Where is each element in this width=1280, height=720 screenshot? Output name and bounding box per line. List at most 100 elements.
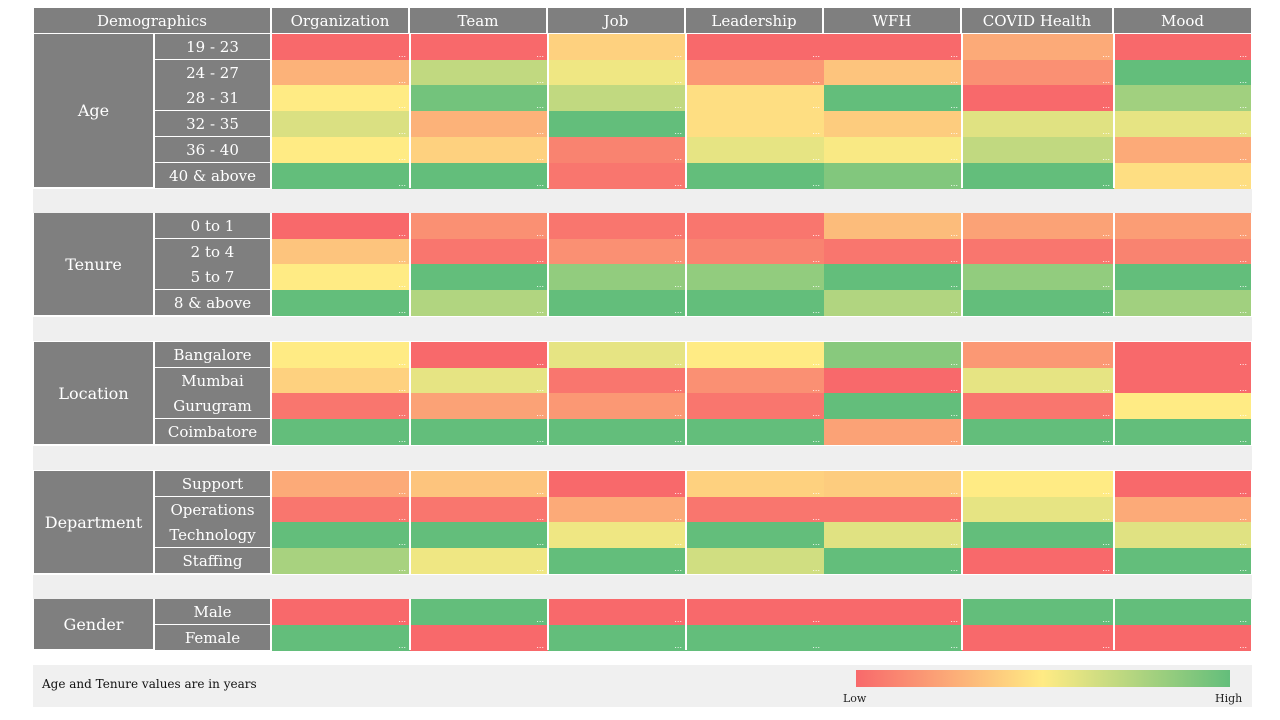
heatmap-cell: ... (410, 471, 548, 497)
group-label: Gender (34, 599, 153, 649)
heatmap-cell: ... (272, 264, 410, 290)
cell-marker: ... (536, 306, 544, 315)
heatmap-cell: ... (824, 60, 962, 86)
heatmap-cell: ... (410, 239, 548, 265)
row-label: Gurugram (155, 393, 270, 418)
cell-marker: ... (812, 513, 820, 522)
heatmap-cell: ... (962, 471, 1114, 497)
column-divider (685, 599, 687, 650)
heatmap-cell: ... (548, 419, 686, 445)
heatmap-cell: ... (962, 548, 1114, 574)
heatmap-cell: ... (962, 497, 1114, 523)
heatmap-cell: ... (962, 137, 1114, 163)
cell-marker: ... (950, 280, 958, 289)
cell-marker: ... (1102, 127, 1110, 136)
cell-marker: ... (1239, 280, 1247, 289)
column-header: Organization (272, 8, 408, 33)
heatmap-cell: ... (410, 60, 548, 86)
cell-marker: ... (1102, 153, 1110, 162)
cell-marker: ... (1102, 641, 1110, 650)
column-divider (547, 471, 549, 574)
cell-marker: ... (1239, 435, 1247, 444)
heatmap-cell: ... (824, 625, 962, 651)
column-divider (961, 342, 963, 445)
legend-high-label: High (1215, 692, 1243, 705)
heatmap-cell: ... (410, 368, 548, 394)
cell-marker: ... (674, 538, 682, 547)
heatmap-cell: ... (272, 213, 410, 239)
heatmap-cell: ... (962, 34, 1114, 60)
heatmap-cell: ... (686, 599, 824, 625)
heatmap-cell: ... (272, 522, 410, 548)
column-divider (961, 599, 963, 650)
cell-marker: ... (1102, 358, 1110, 367)
heatmap-cell: ... (686, 137, 824, 163)
heatmap-cell: ... (686, 393, 824, 419)
heatmap-cell: ... (1114, 85, 1251, 111)
column-divider (1113, 342, 1115, 445)
cell-marker: ... (536, 255, 544, 264)
heatmap-cell: ... (1114, 522, 1251, 548)
heatmap-cell: ... (1114, 497, 1251, 523)
cell-marker: ... (950, 409, 958, 418)
cell-marker: ... (1239, 127, 1247, 136)
group-label: Tenure (34, 213, 153, 315)
column-divider (547, 599, 549, 650)
heatmap-cell: ... (686, 264, 824, 290)
heatmap-cell: ... (824, 111, 962, 137)
heatmap-cell: ... (1114, 137, 1251, 163)
cell-marker: ... (812, 358, 820, 367)
heatmap-cell: ... (548, 599, 686, 625)
cell-marker: ... (1239, 564, 1247, 573)
cell-marker: ... (398, 538, 406, 547)
heatmap-cell: ... (548, 60, 686, 86)
cell-marker: ... (536, 358, 544, 367)
cell-marker: ... (1239, 76, 1247, 85)
heatmap-cell: ... (272, 60, 410, 86)
cell-marker: ... (950, 641, 958, 650)
heatmap-cell: ... (824, 368, 962, 394)
cell-marker: ... (812, 409, 820, 418)
cell-marker: ... (398, 229, 406, 238)
row-label: 0 to 1 (155, 213, 270, 238)
cell-marker: ... (398, 127, 406, 136)
heatmap-cell: ... (962, 522, 1114, 548)
heatmap-cell: ... (824, 137, 962, 163)
heatmap-cell: ... (272, 342, 410, 368)
heatmap-cell: ... (272, 34, 410, 60)
cell-marker: ... (950, 50, 958, 59)
row-label: 40 & above (155, 163, 270, 188)
heatmap-cell: ... (962, 393, 1114, 419)
column-divider (1113, 599, 1115, 650)
cell-marker: ... (950, 487, 958, 496)
cell-marker: ... (812, 435, 820, 444)
cell-marker: ... (1102, 409, 1110, 418)
cell-marker: ... (812, 564, 820, 573)
heatmap-cell: ... (1114, 368, 1251, 394)
heatmap-cell: ... (548, 163, 686, 189)
heatmap-cell: ... (548, 522, 686, 548)
heatmap-cell: ... (824, 290, 962, 316)
row-label: 36 - 40 (155, 137, 270, 162)
heatmap-cell: ... (1114, 290, 1251, 316)
heatmap-cell: ... (410, 213, 548, 239)
heatmap-cell: ... (686, 290, 824, 316)
cell-marker: ... (812, 306, 820, 315)
heatmap-cell: ... (824, 342, 962, 368)
heatmap-cell: ... (548, 213, 686, 239)
column-header: Leadership (686, 8, 822, 33)
cell-marker: ... (1102, 564, 1110, 573)
heatmap-cell: ... (686, 625, 824, 651)
cell-marker: ... (950, 229, 958, 238)
heatmap-cell: ... (272, 393, 410, 419)
heatmap-cell: ... (824, 497, 962, 523)
row-label: Bangalore (155, 342, 270, 367)
row-label: 24 - 27 (155, 60, 270, 85)
cell-marker: ... (398, 409, 406, 418)
cell-marker: ... (950, 179, 958, 188)
cell-marker: ... (674, 179, 682, 188)
cell-marker: ... (536, 538, 544, 547)
row-label: Operations (155, 497, 270, 522)
cell-marker: ... (1239, 101, 1247, 110)
